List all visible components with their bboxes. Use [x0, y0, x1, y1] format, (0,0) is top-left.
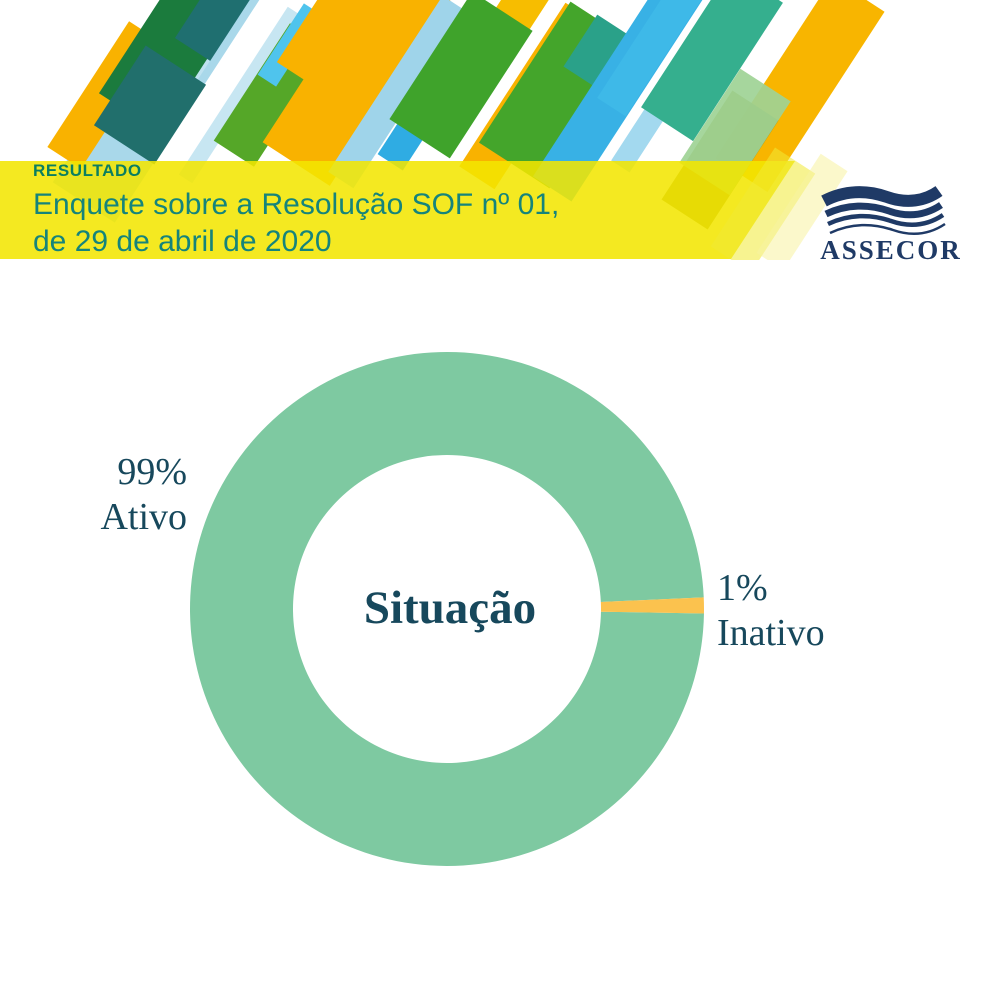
main-title-line1: Enquete sobre a Resolução SOF nº 01, — [33, 188, 560, 221]
label-ativo: 99% Ativo — [100, 450, 187, 540]
main-title-line2: de 29 de abril de 2020 — [33, 225, 332, 258]
label-inativo: 1% Inativo — [717, 566, 825, 656]
logo-wordmark: ASSECOR — [820, 235, 962, 265]
title-banner — [0, 161, 795, 259]
label-inativo-pct: 1% — [717, 567, 768, 609]
assecor-logo: ASSECOR — [820, 186, 962, 265]
donut-slice-inativo — [600, 597, 704, 614]
donut-slice-ativo — [189, 352, 704, 867]
label-ativo-pct: 99% — [117, 451, 187, 493]
main-title: Enquete sobre a Resolução SOF nº 01, de … — [33, 186, 559, 260]
label-inativo-name: Inativo — [717, 612, 825, 654]
header-decor — [0, 0, 885, 260]
flag-icon — [821, 186, 946, 236]
label-ativo-name: Ativo — [100, 496, 187, 538]
diagonal-stripes-overlay — [710, 147, 848, 260]
chart-title: Situação — [363, 582, 537, 634]
kicker-label: RESULTADO — [33, 161, 142, 180]
